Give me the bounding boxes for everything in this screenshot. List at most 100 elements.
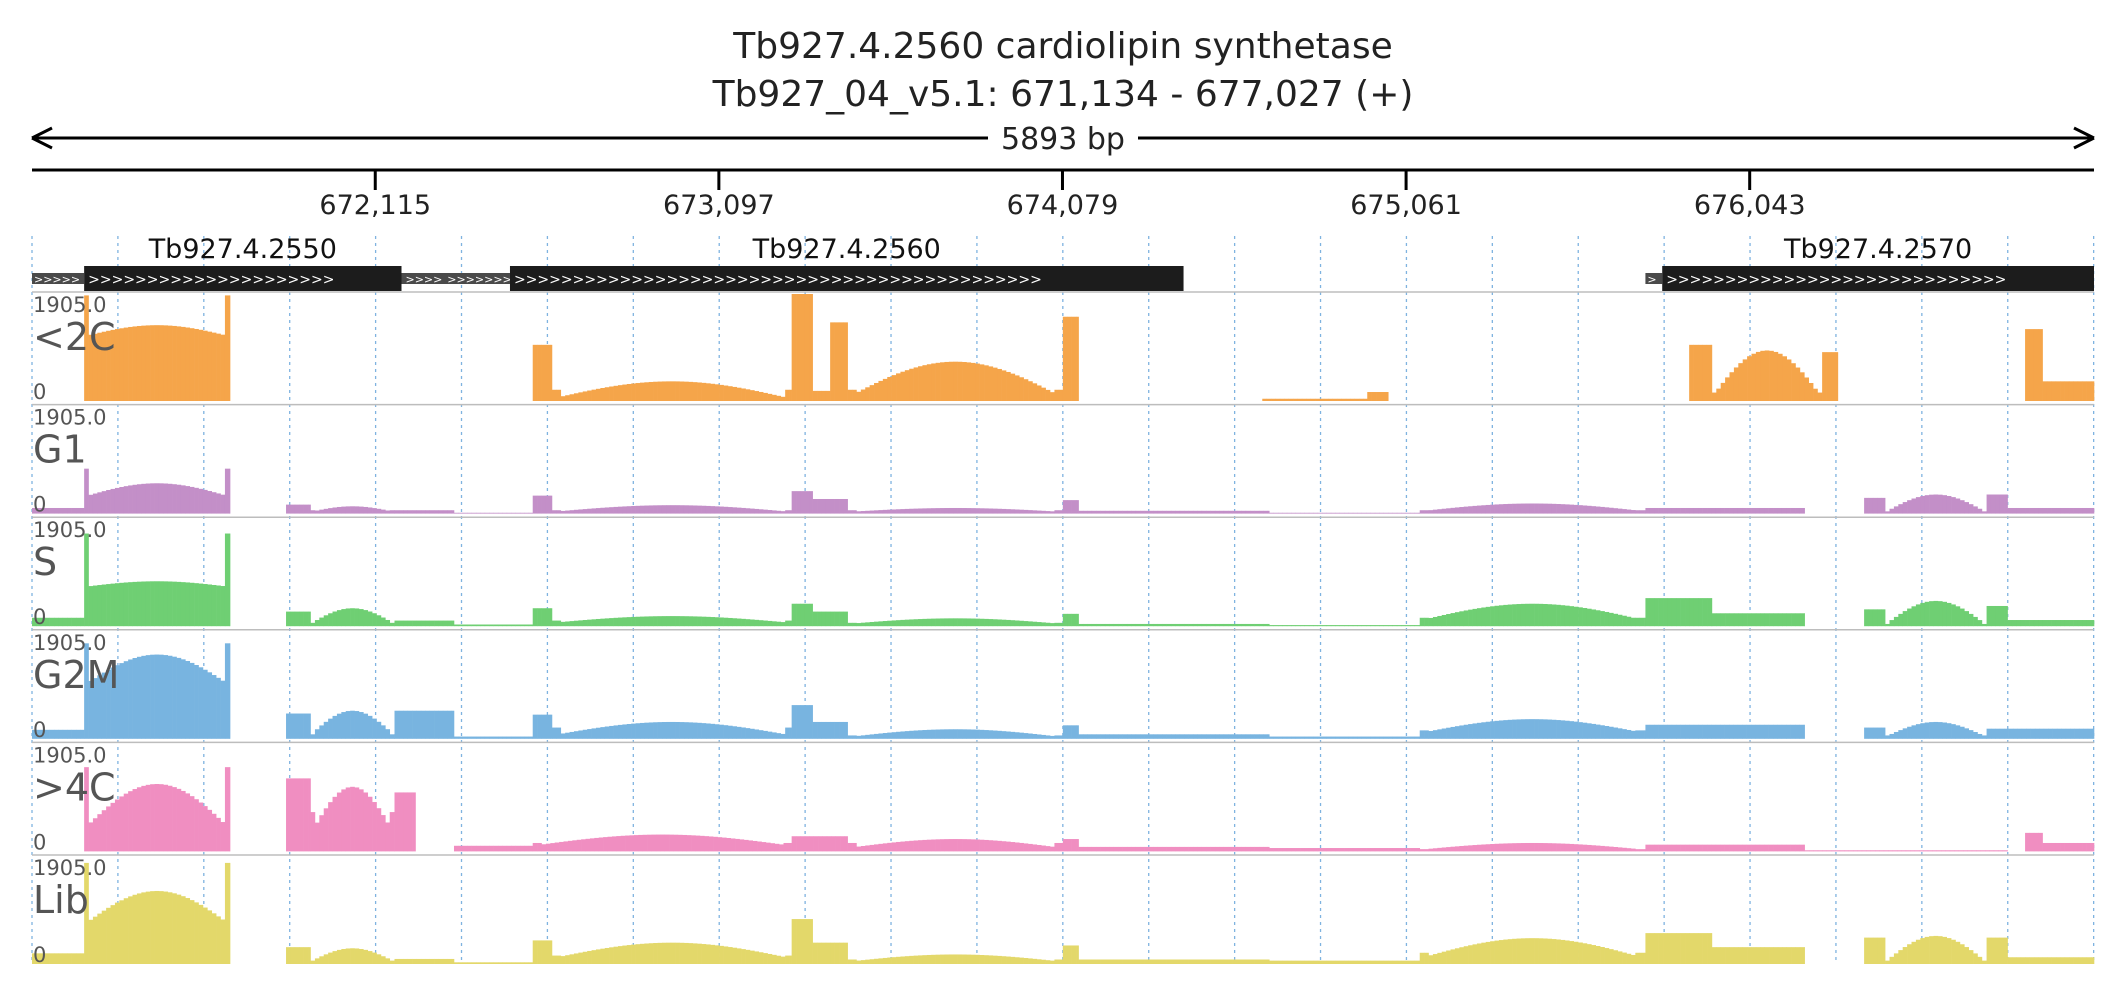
coverage-bar (1746, 507, 1752, 514)
coverage-bar (865, 387, 870, 401)
coverage-bar (471, 512, 477, 514)
coverage-bar (865, 734, 870, 739)
coverage-bar (1245, 959, 1251, 964)
coverage-bar (1698, 598, 1703, 627)
coverage-bar (1995, 937, 2001, 964)
coverage-bar (1091, 734, 1097, 739)
coverage-bar (2086, 507, 2092, 514)
track-ymin-label: 0 (33, 605, 46, 629)
coverage-bar (714, 384, 720, 401)
coverage-bar (1006, 956, 1011, 964)
coverage-bar (771, 954, 777, 964)
coverage-bar (697, 382, 702, 401)
coverage-bar (1547, 938, 1553, 964)
coverage-bar (1490, 941, 1495, 964)
coverage-bar (1104, 623, 1110, 627)
coverage-bar (1986, 494, 1992, 514)
coverage-bar (1304, 960, 1310, 964)
coverage-bar (194, 487, 199, 514)
coverage-bar (591, 508, 597, 514)
coverage-bar (1023, 733, 1029, 739)
coverage-bar (887, 957, 892, 964)
coverage-bar (442, 620, 448, 627)
coverage-bar (202, 669, 208, 739)
coverage-bar (1942, 495, 1948, 514)
coverage-bar (1214, 623, 1220, 627)
coverage-bar (119, 900, 125, 964)
coverage-bar (701, 723, 707, 739)
coverage-bar (1153, 623, 1159, 627)
coverage-bar (1228, 846, 1233, 852)
coverage-bar (1269, 736, 1274, 739)
coverage-bar (882, 957, 888, 964)
coverage-bar (2052, 728, 2058, 739)
coverage-bar (763, 392, 768, 401)
coverage-bar (1197, 510, 1203, 514)
coverage-bar (1498, 843, 1504, 852)
coverage-bar (1410, 512, 1415, 514)
coverage-bar (1892, 850, 1898, 852)
coverage-bar (727, 617, 733, 627)
coverage-bar (1485, 844, 1491, 852)
coverage-bar (350, 786, 355, 852)
coverage-bar (2064, 381, 2070, 401)
coverage-bar (1676, 507, 1681, 514)
coverage-bar (767, 620, 773, 627)
coverage-bar (1907, 726, 1912, 739)
coverage-bar (1437, 952, 1443, 964)
coverage-bar (613, 946, 619, 964)
coverage-bar (783, 842, 789, 852)
coverage-bar (852, 389, 857, 401)
coverage-bar (1032, 621, 1038, 627)
coverage-bar (1569, 504, 1575, 514)
gene-body-arrows: >>>>>>>>>>>>>>>>>>>>>>>>>>>>> (1666, 272, 2006, 288)
coverage-bar (1635, 952, 1641, 964)
coverage-bar (856, 623, 862, 627)
coverage-bar (869, 621, 875, 627)
coverage-bar (1153, 959, 1159, 964)
coverage-bar (638, 834, 644, 852)
coverage-bar (310, 960, 316, 964)
coverage-bar (1126, 959, 1132, 964)
coverage-bar (1058, 959, 1064, 964)
coverage-bar (1476, 505, 1482, 514)
coverage-bar (1635, 510, 1641, 514)
coverage-bar (714, 617, 720, 627)
coverage-bar (1432, 730, 1438, 739)
coverage-bar (1348, 960, 1354, 964)
coverage-bar (1881, 497, 1886, 514)
coverage-bar (1791, 613, 1796, 627)
coverage-bar (1937, 936, 1943, 964)
coverage-bar (1328, 398, 1333, 401)
coverage-bar (36, 953, 42, 964)
coverage-bar (997, 368, 1002, 401)
coverage-bar (132, 789, 138, 852)
coverage-bar (661, 722, 667, 739)
coverage-bar (692, 382, 698, 401)
coverage-bar (749, 728, 755, 739)
coverage-bar (84, 295, 89, 401)
coverage-bar (635, 505, 641, 514)
coverage-bar (2060, 620, 2066, 627)
coverage-bar (1786, 507, 1791, 514)
coverage-bar (882, 733, 888, 739)
coverage-bar (931, 508, 936, 514)
coverage-bar (1680, 507, 1686, 514)
coverage-bar (1295, 625, 1301, 627)
coverage-bar (865, 510, 870, 514)
coverage-bar (1001, 731, 1007, 739)
coverage-bar (1419, 510, 1425, 514)
coverage-bar (1232, 510, 1238, 514)
coverage-bar (878, 621, 884, 627)
coverage-bar (1118, 734, 1123, 739)
coverage-bar (1179, 959, 1185, 964)
coverage-bar (679, 616, 685, 627)
coverage-bar (679, 505, 685, 514)
coverage-bar (475, 624, 481, 627)
coverage-bar (224, 767, 230, 852)
coverage-bar (609, 386, 614, 401)
coverage-bar (979, 955, 985, 964)
coverage-bar (1883, 850, 1889, 852)
coverage-bar (493, 512, 499, 514)
coverage-bar (189, 662, 195, 739)
